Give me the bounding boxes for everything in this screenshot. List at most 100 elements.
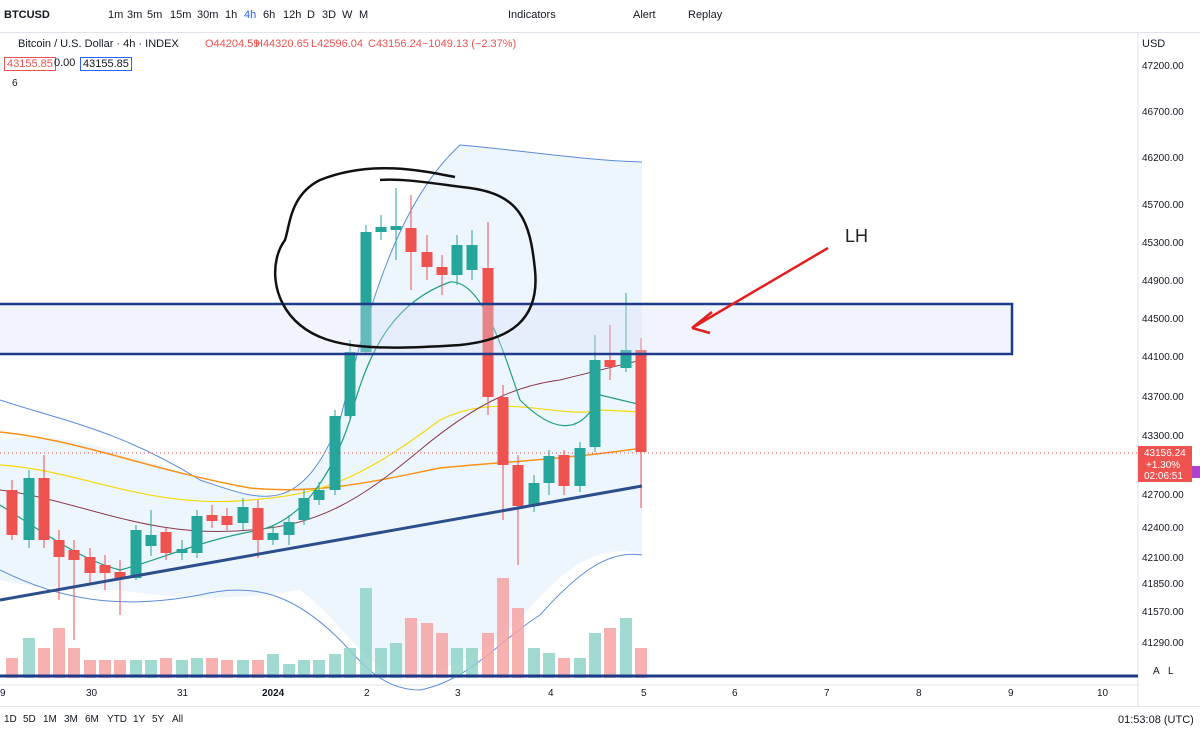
candle [482, 268, 494, 397]
volume-bar [221, 660, 233, 678]
scale-button[interactable]: L [1168, 666, 1174, 677]
candle [344, 352, 356, 416]
ohlc-value: L42596.04 [311, 38, 363, 50]
volume-bar [267, 654, 279, 678]
volume-bar [23, 638, 35, 678]
candle [283, 522, 295, 535]
interval-button[interactable]: 1m [108, 9, 124, 21]
price-tick-label: 46700.00 [1142, 107, 1184, 118]
volume-bar [421, 623, 433, 678]
interval-button[interactable]: 3m [127, 9, 143, 21]
candle [206, 515, 218, 521]
price-change: +1.30% [1146, 460, 1181, 471]
ohlc-value: C43156.24 [368, 38, 422, 50]
volume-bar [375, 648, 387, 678]
top-toolbar [0, 0, 1200, 33]
range-button[interactable]: All [172, 714, 184, 725]
volume-bar [574, 658, 586, 678]
scale-button[interactable]: A [1153, 666, 1160, 677]
candle [635, 350, 647, 452]
interval-button[interactable]: 3D [322, 9, 337, 21]
interval-button[interactable]: 15m [170, 9, 192, 21]
range-button[interactable]: YTD [107, 714, 127, 725]
last-price: 43156.24 [1144, 448, 1186, 459]
range-button[interactable]: 1M [43, 714, 57, 725]
interval-button[interactable]: 4h [244, 9, 257, 21]
volume-bar [176, 660, 188, 678]
candle [160, 532, 172, 553]
candle [329, 416, 341, 490]
candle [221, 516, 233, 525]
ohlc-value: −1049.13 (−2.37%) [422, 38, 517, 50]
currency[interactable]: USD [1142, 38, 1166, 50]
candle [375, 227, 387, 232]
candle [543, 456, 555, 483]
countdown: 02:06:51 [1144, 471, 1183, 482]
interval-button[interactable]: 12h [283, 9, 302, 21]
time-label: 2024 [262, 688, 285, 699]
ma-maroon [0, 359, 643, 533]
indicators-button[interactable]: Indicators [508, 9, 556, 21]
interval-button[interactable]: D [307, 9, 315, 21]
price-tick-label: 41570.00 [1142, 607, 1184, 618]
time-label: 5 [641, 688, 647, 699]
candle [38, 478, 50, 540]
range-button[interactable]: 6M [85, 714, 99, 725]
ohlc-value: O44204.59 [205, 38, 260, 50]
candle [6, 490, 18, 535]
range-button[interactable]: 1Y [133, 714, 146, 725]
price-tick-label: 45300.00 [1142, 238, 1184, 249]
volume-bar [466, 648, 478, 678]
replay-button[interactable]: Replay [688, 9, 723, 21]
candle [589, 360, 601, 447]
interval-button[interactable]: W [342, 9, 353, 21]
symbol[interactable]: BTCUSD [4, 9, 50, 21]
candle [421, 252, 433, 267]
candle [114, 572, 126, 578]
volume-bar [298, 660, 310, 678]
volume-bar [497, 578, 509, 678]
range-button[interactable]: 5D [23, 714, 36, 725]
volume-bar [68, 648, 80, 678]
candle [436, 267, 448, 275]
indicator-input: 43155.85 [4, 57, 56, 71]
volume-bar [405, 618, 417, 678]
collapse-count[interactable]: 6 [12, 78, 18, 89]
annotation-text: LH [845, 226, 869, 246]
time-label: 2 [364, 688, 370, 699]
alert-button[interactable]: Alert [633, 9, 656, 21]
candle [99, 565, 111, 573]
time-label: 6 [732, 688, 738, 699]
candle [604, 360, 616, 367]
volume-bar [436, 633, 448, 678]
candle [84, 557, 96, 573]
volume-bar [84, 660, 96, 678]
volume-bar [451, 648, 463, 678]
interval-button[interactable]: 1h [225, 9, 238, 21]
interval-button[interactable]: 5m [147, 9, 163, 21]
volume-bar [6, 658, 18, 678]
candle [191, 516, 203, 553]
time-label: 31 [177, 688, 189, 699]
candle [466, 245, 478, 270]
range-button[interactable]: 5Y [152, 714, 165, 725]
price-tick-label: 43700.00 [1142, 392, 1184, 403]
range-button[interactable]: 3M [64, 714, 78, 725]
candle [267, 533, 279, 540]
price-tick-label: 46200.00 [1142, 153, 1184, 164]
candle [528, 483, 540, 506]
interval-button[interactable]: M [359, 9, 369, 21]
interval-button[interactable]: 30m [197, 9, 219, 21]
range-button[interactable]: 1D [4, 714, 17, 725]
price-tick-label: 41850.00 [1142, 579, 1184, 590]
marker [1192, 466, 1200, 478]
time-label: 30 [86, 688, 98, 699]
interval-button[interactable]: 6h [263, 9, 276, 21]
candle [360, 232, 372, 352]
clock: 01:53:08 (UTC) [1118, 714, 1194, 726]
volume-bar [604, 628, 616, 678]
candle [298, 498, 310, 520]
indicator-input: 43155.85 [80, 57, 132, 71]
price-tick-label: 42700.00 [1142, 490, 1184, 501]
